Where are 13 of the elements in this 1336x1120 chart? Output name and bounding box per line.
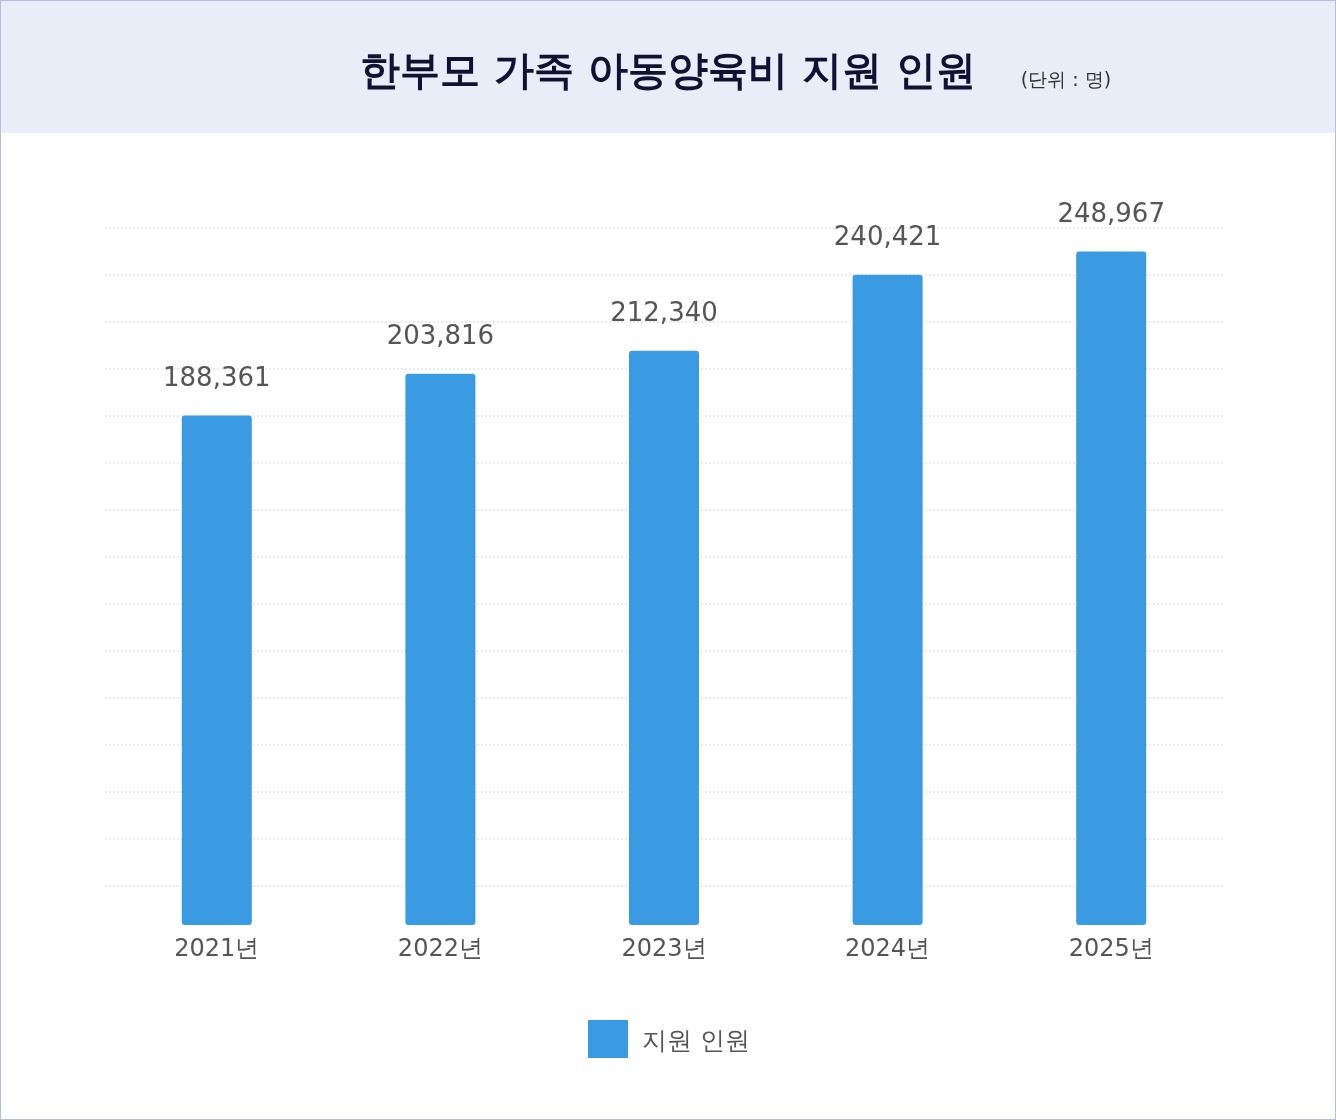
data-label: 203,816: [386, 319, 495, 350]
data-label: 188,361: [163, 361, 271, 392]
x-tick-label: 2021년: [174, 934, 260, 962]
data-label: 212,340: [610, 296, 718, 327]
chart-title: 한부모 가족 아동양육비 지원 인원: [360, 47, 976, 93]
x-tick-label: 2025년: [1068, 934, 1154, 962]
data-label: 248,967: [1057, 197, 1165, 228]
x-tick-label: 2023년: [621, 934, 707, 962]
x-tick-label: 2024년: [845, 934, 931, 962]
legend-label: 지원 인원: [642, 1026, 750, 1055]
chart-subtitle: (단위 : 명): [1020, 68, 1112, 90]
x-tick-label: 2022년: [397, 934, 483, 962]
data-label: 240,421: [833, 220, 942, 251]
